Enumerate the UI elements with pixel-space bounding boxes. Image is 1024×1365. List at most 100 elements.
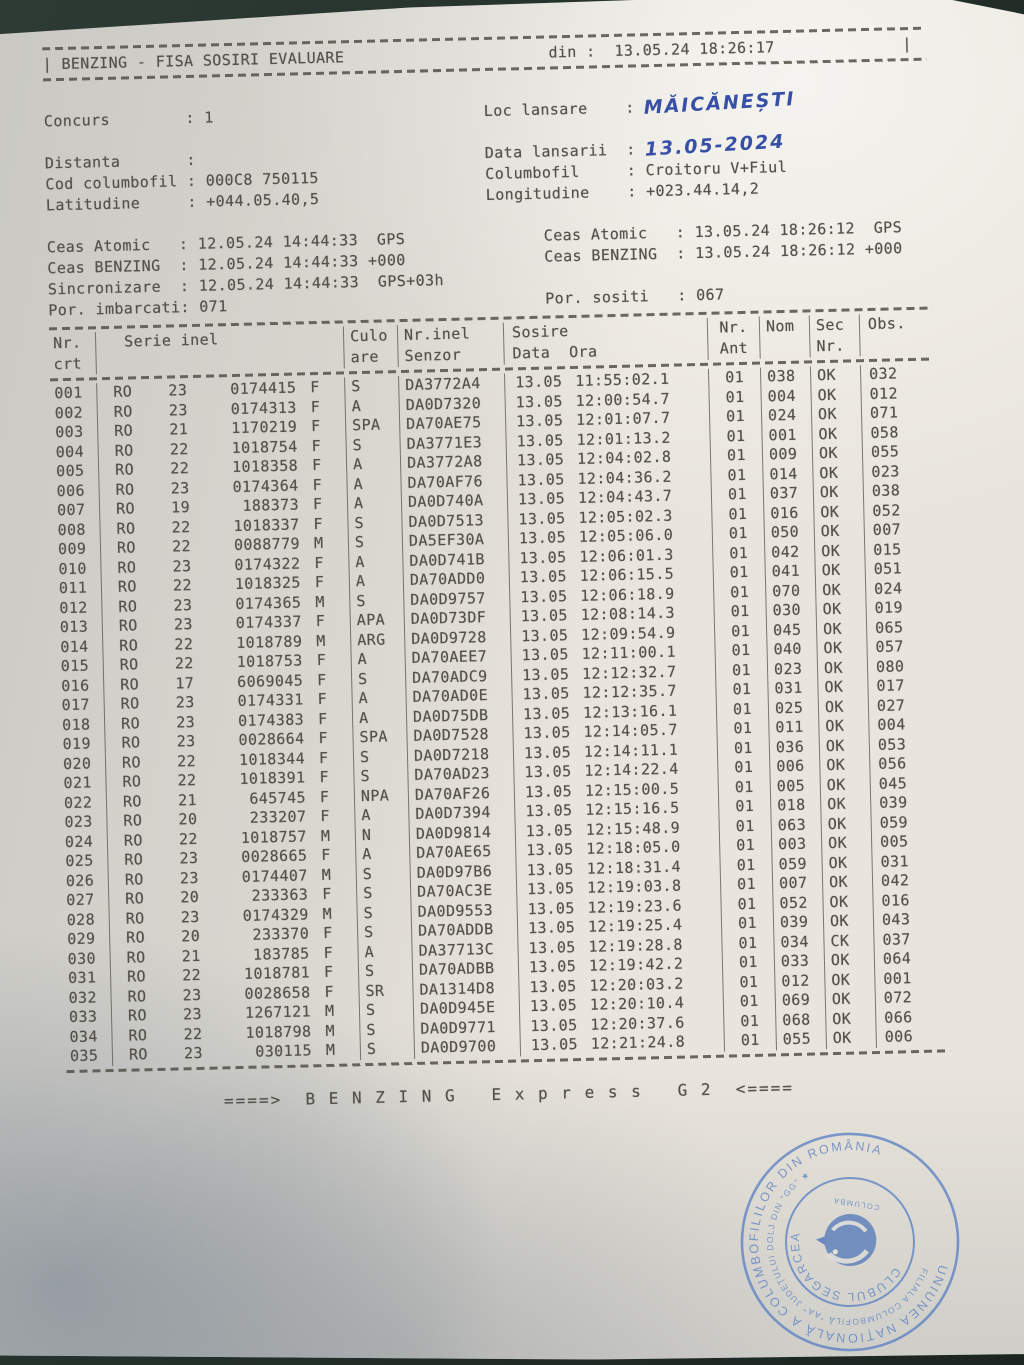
col-header-sec: Sec	[808, 314, 860, 337]
pigeon-color: A	[350, 649, 405, 670]
sensor-ring-number: DA70AEE7	[404, 646, 511, 669]
pigeon-sex: F	[310, 416, 321, 436]
pigeon-color: A	[344, 395, 399, 417]
pigeon-color: S	[355, 882, 411, 904]
sec-status: OK	[825, 1028, 876, 1049]
antenna-number: 01	[709, 445, 763, 467]
row-number: 020	[62, 753, 92, 773]
sensor-ring-number: DA70ADD0	[402, 568, 510, 591]
sec-status: OK	[824, 969, 875, 991]
ring-year: 20	[180, 887, 200, 907]
ring-country: RO	[128, 1025, 148, 1045]
pigeon-sex: F	[314, 553, 325, 572]
pigeon-color: A	[348, 571, 404, 592]
row-number: 004	[55, 442, 85, 461]
ring-year: 21	[177, 790, 198, 809]
pigeon-sex: F	[315, 611, 326, 631]
ring-country: RO	[118, 596, 138, 616]
arrival-date: 13.05	[529, 976, 577, 996]
sec-status: OK	[812, 482, 864, 503]
nomination: 034	[773, 931, 824, 953]
pigeon-color: S	[349, 590, 404, 612]
nomination: 045	[765, 619, 817, 641]
table-body: 001 RO 23 0174415 F S DA3772A4 13.05 11:…	[50, 363, 950, 1066]
ring-number: 030115	[255, 1041, 313, 1061]
latitudine-value: +044.05.40,5	[205, 189, 320, 211]
sec-status: OK	[810, 384, 861, 406]
nomination: 001	[761, 424, 812, 446]
pigeon-sex: F	[324, 982, 335, 1001]
nomination: 040	[766, 639, 817, 661]
arrival-date: 13.05	[521, 645, 570, 665]
ring-country: RO	[123, 830, 143, 850]
sec-status: OK	[813, 521, 865, 542]
ring-country: RO	[120, 674, 140, 694]
ring-year: 23	[168, 381, 188, 400]
ring-country: RO	[120, 713, 141, 733]
observation: 017	[867, 675, 942, 697]
col-header-nom: Nom	[758, 315, 810, 338]
antenna-number: 01	[707, 367, 761, 389]
ring-country: RO	[125, 908, 145, 928]
ring-year: 22	[174, 654, 194, 673]
antenna-number: 01	[715, 698, 769, 720]
observation: 004	[868, 714, 943, 736]
sensor-ring-number: DA70AF26	[407, 783, 515, 806]
por-sositi-label: Por. sositi :	[545, 286, 697, 308]
row-number: 012	[59, 597, 88, 617]
sensor-ring-number: DA0D7218	[406, 744, 514, 767]
nomination: 023	[766, 658, 818, 680]
observation: 051	[864, 558, 939, 580]
nomination: 006	[769, 756, 820, 777]
col-header-nr: Nr.	[52, 333, 82, 353]
arrival-date: 13.05	[517, 469, 565, 489]
sensor-ring-number: DA37713C	[411, 938, 518, 961]
sec-status: OK	[809, 365, 861, 386]
ring-country: RO	[114, 421, 134, 440]
por-sositi-value: 067	[695, 285, 725, 305]
row-number: 005	[55, 461, 85, 481]
antenna-number: 01	[719, 874, 773, 896]
pigeon-sex: F	[319, 787, 330, 806]
pigeon-sex: F	[310, 397, 321, 416]
observation: 042	[871, 870, 947, 892]
nomination: 005	[769, 775, 821, 797]
sensor-ring-number: DA0D75DB	[405, 705, 513, 728]
row-number: 025	[65, 851, 94, 871]
col-header-culoare-line2: are	[343, 346, 398, 369]
ring-year: 22	[174, 634, 194, 653]
row-number: 007	[56, 500, 86, 520]
sec-status: OK	[811, 423, 862, 445]
nomination: 025	[767, 697, 819, 719]
sec-status: OK	[820, 794, 871, 815]
ring-country: RO	[127, 986, 147, 1006]
loc-lansare-handwritten-value: MĂICĂNEȘTI	[643, 88, 797, 119]
sec-status: OK	[822, 891, 873, 913]
pigeon-color: S	[356, 902, 411, 924]
sec-status: OK	[824, 989, 876, 1010]
nomination: 030	[765, 600, 816, 622]
nomination: 069	[774, 990, 826, 1011]
antenna-number: 01	[717, 757, 770, 779]
sec-status: OK	[817, 677, 868, 698]
nomination: 011	[768, 717, 819, 738]
nomination: 018	[770, 795, 821, 816]
arrival-date: 13.05	[520, 625, 569, 645]
row-number: 016	[61, 675, 90, 695]
sec-status: OK	[813, 501, 864, 523]
arrival-date: 13.05	[526, 840, 574, 860]
stamp-center-text: COLUMBA	[832, 1196, 880, 1212]
sensor-ring-number: DA0D7320	[398, 393, 505, 416]
cod-columbofil-value: 000C8 750115	[205, 168, 320, 190]
row-number: 026	[65, 870, 95, 890]
nomination: 003	[770, 834, 822, 855]
pigeon-color: NPA	[353, 785, 409, 807]
row-number: 029	[66, 929, 96, 949]
observation: 055	[861, 441, 937, 463]
row-number: 019	[62, 734, 92, 754]
ring-year: 20	[181, 926, 201, 946]
nomination: 042	[764, 541, 815, 563]
ring-country: RO	[118, 616, 138, 635]
col-header-culoare: Culo	[342, 325, 398, 348]
ring-year: 22	[183, 1024, 203, 1043]
